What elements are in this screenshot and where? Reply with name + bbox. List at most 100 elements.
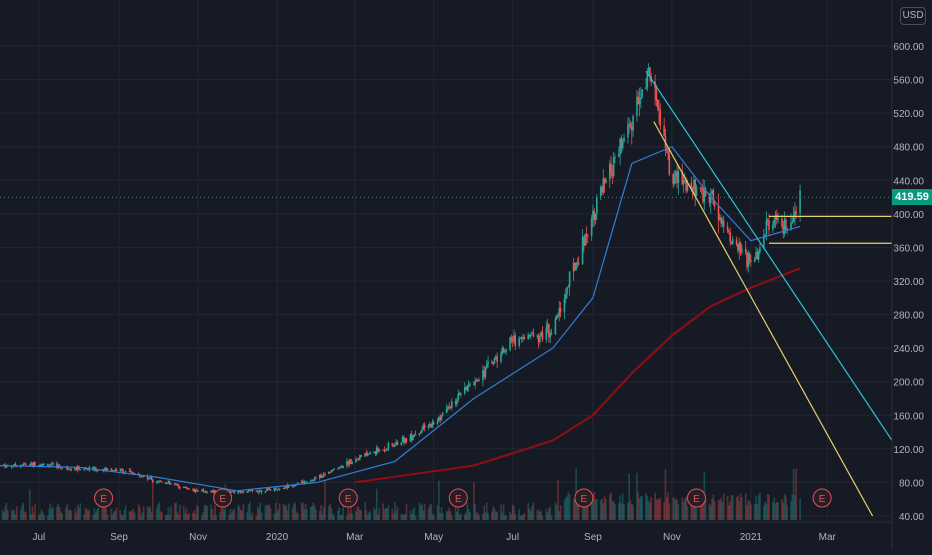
volume-bar: [16, 506, 18, 520]
volume-bar: [792, 469, 795, 520]
volume-bar: [346, 515, 348, 520]
volume-bar: [25, 512, 27, 520]
candle-body: [396, 442, 399, 446]
candle-body: [691, 187, 694, 190]
candle-body: [158, 480, 161, 482]
volume-bar: [173, 503, 176, 520]
candle-body: [186, 488, 189, 490]
earnings-circle: [213, 488, 233, 508]
volume-bar: [167, 507, 170, 520]
volume-bar: [691, 496, 694, 520]
volume-bar: [739, 493, 742, 520]
candle-body: [318, 474, 321, 479]
volume-bar: [647, 500, 650, 520]
candle-body: [69, 468, 71, 470]
candle-body: [440, 415, 443, 420]
ma-long-line: [354, 267, 801, 484]
candle-body: [439, 417, 441, 420]
candle-body: [473, 383, 475, 385]
volume-bar: [313, 505, 316, 520]
volume-bar: [110, 508, 113, 520]
volume-bar: [192, 512, 194, 520]
candle-body: [496, 356, 498, 362]
candle-body: [432, 422, 435, 424]
volume-bar: [113, 511, 115, 520]
volume-bar: [476, 512, 479, 520]
candle-body: [555, 315, 558, 319]
volume-bar: [493, 508, 496, 520]
volume-bar: [230, 513, 233, 520]
volume-bar: [629, 500, 632, 520]
candle-body: [629, 123, 632, 127]
y-tick-label: 480.00: [893, 143, 924, 154]
volume-bar: [264, 505, 267, 520]
candle-body: [384, 449, 387, 451]
volume-bar: [403, 515, 405, 520]
candle-body: [247, 490, 250, 492]
candle-body: [596, 196, 598, 214]
volume-bar: [359, 510, 361, 520]
candle-body: [409, 434, 412, 442]
volume-bar: [85, 508, 88, 520]
volume-bar: [423, 503, 426, 520]
candle-body: [331, 470, 334, 472]
volume-bar: [287, 503, 290, 520]
volume-bar: [460, 513, 462, 520]
candle-body: [711, 190, 713, 194]
volume-bar: [527, 502, 530, 520]
candle-body: [729, 232, 731, 242]
volume-bar: [158, 502, 161, 520]
candle-body: [176, 484, 179, 486]
candle-body: [717, 206, 720, 220]
volume-bar: [676, 499, 678, 520]
volume-bar: [105, 507, 107, 520]
volume-bar: [557, 480, 559, 520]
volume-bar: [312, 502, 315, 520]
candle-body: [309, 480, 312, 482]
volume-bar: [619, 495, 621, 520]
volume-bar: [659, 497, 662, 520]
volume-bar: [384, 507, 387, 520]
volume-bar: [686, 505, 689, 520]
candle-body: [528, 334, 531, 337]
volume-bar: [111, 513, 114, 520]
volume-bar: [4, 506, 6, 520]
candle-body: [463, 387, 466, 394]
candle-body: [700, 187, 703, 189]
candle-body: [583, 236, 585, 246]
volume-bar: [721, 501, 724, 520]
volume-bar: [364, 502, 366, 520]
candle-body: [730, 241, 733, 245]
volume-bar: [421, 504, 423, 520]
volume-bar: [684, 498, 686, 520]
volume-bar: [329, 503, 331, 520]
volume-bar: [568, 494, 571, 520]
candle-body: [31, 462, 34, 466]
volume-bar: [282, 503, 285, 520]
volume-bar: [12, 511, 14, 520]
volume-bar: [656, 498, 659, 520]
volume-bar: [645, 492, 647, 520]
volume-bar: [430, 503, 432, 520]
volume-bar: [342, 502, 344, 520]
candle-body: [575, 262, 577, 271]
volume-bar: [414, 515, 417, 520]
candle-body: [694, 179, 697, 197]
volume-bar: [395, 510, 397, 520]
candle-body: [79, 469, 82, 471]
candle-body: [514, 335, 517, 347]
candle-body: [70, 469, 73, 471]
volume-bar: [215, 514, 218, 520]
candle-body: [240, 492, 242, 494]
candle-body: [39, 464, 41, 467]
candle-body: [206, 492, 208, 494]
volume-bar: [21, 505, 23, 520]
volume-bar: [197, 507, 199, 520]
volume-bar: [518, 509, 520, 520]
volume-bar: [386, 508, 388, 520]
candle-body: [276, 489, 278, 491]
candle-body: [56, 463, 58, 469]
currency-badge[interactable]: USD: [900, 7, 926, 25]
